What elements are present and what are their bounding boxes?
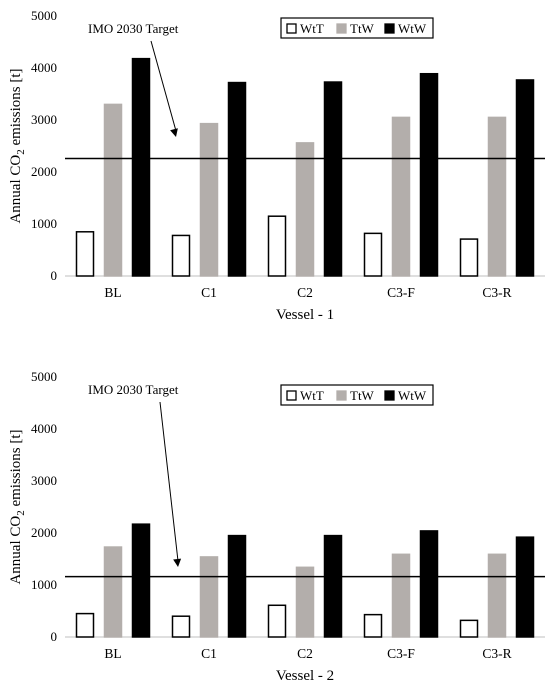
bar-wtw-c2 <box>323 534 343 638</box>
bar-wtw-c3-f <box>419 530 439 638</box>
legend-swatch-wtw <box>384 390 395 401</box>
legend-swatch-wtw <box>384 23 395 34</box>
bar-wtw-c2 <box>323 81 343 277</box>
bar-wtt-c3-f <box>363 613 383 638</box>
legend-label-wtt: WtT <box>300 21 324 36</box>
legend-swatch-wtt <box>286 390 297 401</box>
bar-ttw-c2 <box>295 142 315 277</box>
legend-swatch-wtt <box>286 23 297 34</box>
x-tick-label: BL <box>104 285 121 300</box>
bar-wtt-c3-r <box>459 619 479 638</box>
x-tick-label: C3-F <box>387 646 415 661</box>
y-tick-label: 2000 <box>31 525 57 540</box>
y-tick-label: 4000 <box>31 60 57 75</box>
chart-panel-2: 0 1000 2000 3000 4000 5000 Annual CO2 emission… <box>8 369 545 684</box>
bar-ttw-c1 <box>199 122 219 277</box>
legend-label-wtw: WtW <box>398 21 427 36</box>
y-tick-label: 5000 <box>31 8 57 23</box>
bar-ttw-c3-r <box>487 116 507 277</box>
chart-panel-1: 0 1000 2000 3000 4000 5000 Annual CO2 emission… <box>8 8 545 323</box>
annotation-arrow-head <box>173 558 182 567</box>
x-axis-label: Vessel - 2 <box>276 668 334 684</box>
y-tick-label: 3000 <box>31 473 57 488</box>
y-tick-label: 5000 <box>31 369 57 384</box>
x-tick-label: C3-R <box>482 285 511 300</box>
y-tick-label: 3000 <box>31 112 57 127</box>
bar-wtw-c3-r <box>515 79 535 277</box>
x-axis-label: Vessel - 1 <box>276 307 334 323</box>
bar-wtt-c2 <box>267 215 287 277</box>
bar-wtw-bl <box>131 57 151 277</box>
bar-wtw-c3-f <box>419 72 439 277</box>
y-tick-label: 0 <box>51 268 58 283</box>
x-tick-label: C1 <box>201 285 217 300</box>
x-tick-label: C3-F <box>387 285 415 300</box>
legend: WtT TtW WtW <box>280 384 434 406</box>
y-tick-label: 1000 <box>31 577 57 592</box>
legend-box <box>280 384 434 406</box>
annotation-arrow-head <box>170 128 178 137</box>
x-tick-label: C3-R <box>482 646 511 661</box>
bar-wtt-c3-f <box>363 232 383 277</box>
y-tick-label: 2000 <box>31 164 57 179</box>
legend-label-ttw: TtW <box>350 21 375 36</box>
bar-ttw-bl <box>103 546 123 638</box>
legend-box <box>280 17 434 39</box>
annotation-arrow-shaft <box>159 401 179 562</box>
bar-ttw-c2 <box>295 566 315 638</box>
bar-wtt-bl <box>75 612 95 638</box>
legend-swatch-ttw <box>336 23 347 34</box>
bar-wtt-c2 <box>267 604 287 638</box>
annotation-arrow-shaft <box>150 40 177 132</box>
x-tick-label: C2 <box>297 646 313 661</box>
legend-swatch-ttw <box>336 390 347 401</box>
bar-wtt-c1 <box>171 234 191 277</box>
bar-ttw-bl <box>103 103 123 277</box>
bar-ttw-c1 <box>199 556 219 638</box>
bar-wtt-bl <box>75 231 95 277</box>
x-tick-label: BL <box>104 646 121 661</box>
y-axis-label: Annual CO2 emissions [t] <box>8 429 27 584</box>
bar-wtt-c3-r <box>459 238 479 277</box>
y-tick-label: 0 <box>51 629 58 644</box>
x-tick-label: C1 <box>201 646 217 661</box>
x-tick-label: C2 <box>297 285 313 300</box>
legend-label-ttw: TtW <box>350 388 375 403</box>
y-axis-label: Annual CO2 emissions [t] <box>8 68 27 223</box>
reference-line-label: IMO 2030 Target <box>88 382 179 397</box>
bar-wtw-bl <box>131 523 151 638</box>
bar-wtt-c1 <box>171 615 191 638</box>
reference-line-label: IMO 2030 Target <box>88 21 179 36</box>
legend: WtT TtW WtW <box>280 17 434 39</box>
y-tick-label: 1000 <box>31 216 57 231</box>
legend-label-wtt: WtT <box>300 388 324 403</box>
bar-ttw-c3-f <box>391 553 411 638</box>
bar-wtw-c1 <box>227 534 247 638</box>
bar-ttw-c3-f <box>391 116 411 277</box>
bar-wtw-c1 <box>227 81 247 277</box>
y-tick-label: 4000 <box>31 421 57 436</box>
bar-ttw-c3-r <box>487 553 507 638</box>
legend-label-wtw: WtW <box>398 388 427 403</box>
bar-wtw-c3-r <box>515 536 535 638</box>
